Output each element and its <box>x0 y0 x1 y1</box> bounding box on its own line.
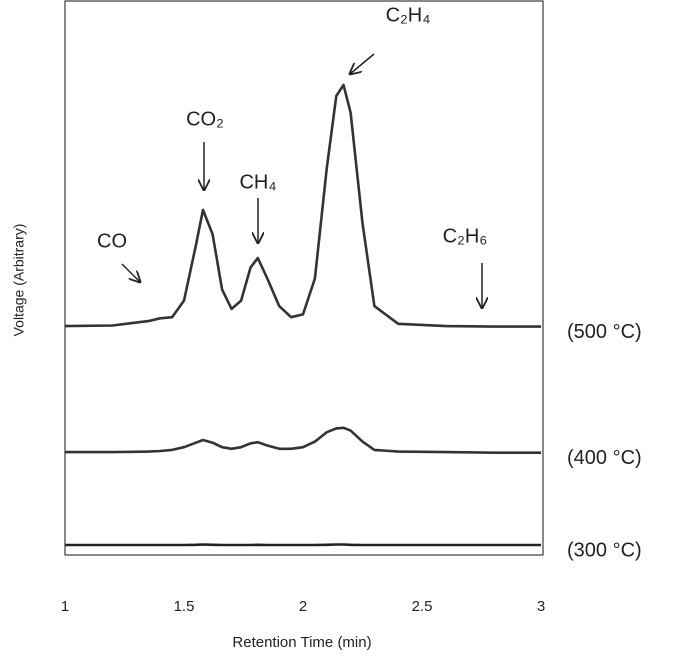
trace-label: (400 °C) <box>567 447 642 469</box>
x-tick-label: 3 <box>537 598 545 615</box>
x-tick-label: 1 <box>61 598 69 615</box>
x-tick-label: 2 <box>299 598 307 615</box>
peak-label: CO₂ <box>186 108 224 130</box>
trace-line <box>65 543 541 547</box>
peak-arrow <box>350 53 375 74</box>
x-axis-label: Retention Time (min) <box>232 634 371 651</box>
peak-label: C₂H₄ <box>386 4 431 26</box>
trace-label: (300 °C) <box>567 539 642 561</box>
plot-frame <box>64 0 544 556</box>
y-axis-label: Voltage (Arbitrary) <box>11 224 27 337</box>
peak-label: CO <box>97 230 127 252</box>
x-tick-label: 2.5 <box>412 598 433 615</box>
peak-arrow <box>121 263 140 282</box>
x-tick-label: 1.5 <box>174 598 195 615</box>
trace-line <box>64 83 541 328</box>
peak-label: CH₄ <box>239 171 276 193</box>
trace-label: (500 °C) <box>567 321 642 343</box>
trace-line <box>65 426 541 454</box>
peak-label: C₂H₆ <box>443 225 488 247</box>
